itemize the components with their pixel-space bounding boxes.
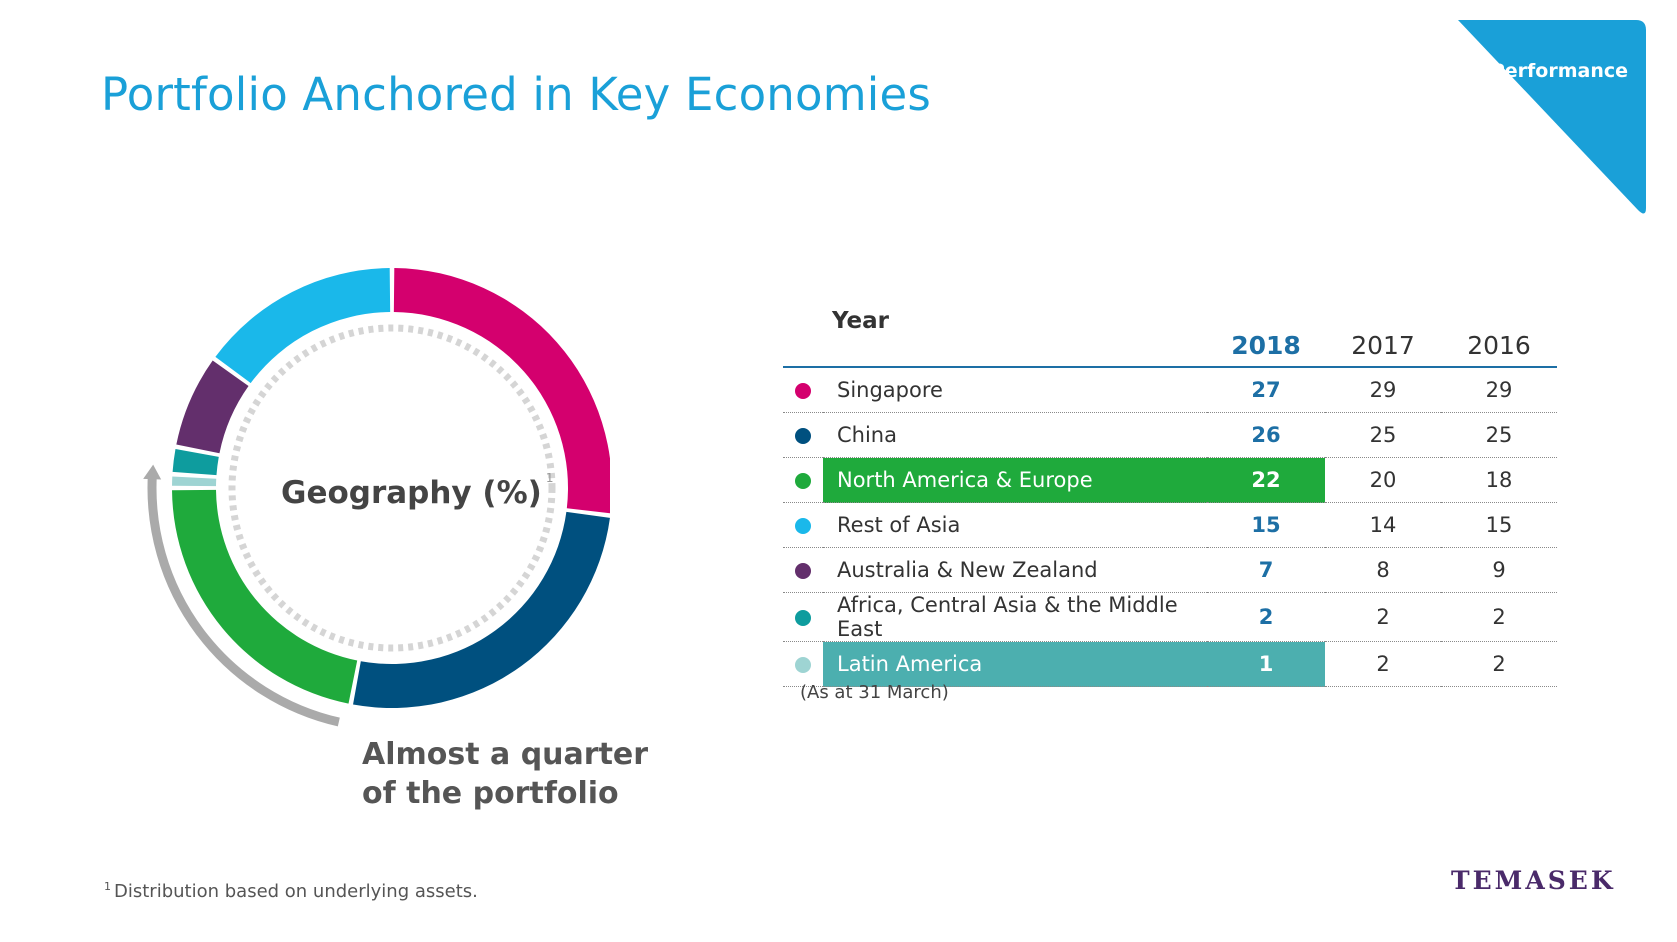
donut-slice-latin-america [172, 476, 217, 487]
footnote-ref: 1 [545, 471, 554, 485]
table-row: China 26 25 25 [783, 412, 1557, 458]
col-2016: 2016 [1441, 300, 1557, 368]
legend-dot-cell [783, 592, 823, 642]
table-row: Australia & New Zealand 7 8 9 [783, 547, 1557, 593]
value-2017: 2 [1325, 641, 1441, 687]
value-2018: 27 [1207, 367, 1325, 413]
region-name: Africa, Central Asia & the Middle East [823, 592, 1207, 642]
value-2018: 1 [1207, 641, 1325, 687]
as-at-note: (As at 31 March) [800, 682, 949, 703]
legend-dot-cell [783, 547, 823, 593]
highlight-bracket-arc [147, 472, 340, 727]
donut-center-label: Geography (%) 1 [281, 471, 553, 511]
region-name: North America & Europe [823, 457, 1207, 503]
legend-dot-cell [783, 502, 823, 548]
value-2016: 15 [1441, 502, 1557, 548]
callout-line-1: Almost a quarter [362, 737, 649, 772]
donut-slice-singapore [393, 268, 610, 514]
legend-dot [795, 610, 811, 626]
callout-line-2: of the portfolio [362, 776, 619, 811]
footnote-text: Distribution based on underlying assets. [114, 881, 478, 902]
page-title: Portfolio Anchored in Key Economies [101, 68, 932, 121]
legend-dot-cell [783, 367, 823, 413]
value-2017: 20 [1325, 457, 1441, 503]
legend-dot-cell [783, 641, 823, 687]
value-2017: 8 [1325, 547, 1441, 593]
section-badge: Performance [1458, 20, 1658, 225]
geography-donut-chart [143, 268, 610, 727]
legend-dot [795, 563, 811, 579]
footnote: 1 Distribution based on underlying assets… [104, 880, 478, 902]
col-2017: 2017 [1325, 300, 1441, 368]
value-2016: 18 [1441, 457, 1557, 503]
region-name: Singapore [823, 367, 1207, 413]
region-name: Australia & New Zealand [823, 547, 1207, 593]
legend-dot [795, 518, 811, 534]
legend-dot-cell [783, 457, 823, 503]
value-2018: 26 [1207, 412, 1325, 458]
legend-dot [795, 657, 811, 673]
donut-slice-africa-central-asia-the-middle-east [172, 449, 219, 476]
donut-slice-australia-new-zealand [176, 360, 249, 454]
table-row: Latin America 1 2 2 [783, 641, 1557, 687]
value-2018: 22 [1207, 457, 1325, 503]
donut-slice-china [353, 511, 610, 708]
value-2016: 29 [1441, 367, 1557, 413]
table-row: Rest of Asia 15 14 15 [783, 502, 1557, 548]
legend-dot [795, 428, 811, 444]
footnote-mark: 1 [104, 880, 111, 893]
legend-dot [795, 473, 811, 489]
value-2016: 25 [1441, 412, 1557, 458]
geography-table: Year 2018 2017 2016 Singapore 27 29 29 China… [783, 300, 1557, 687]
year-header: Year [783, 300, 1207, 368]
region-name: China [823, 412, 1207, 458]
donut-slice-north-america-europe [172, 489, 358, 704]
donut-slice-rest-of-asia [215, 268, 391, 384]
value-2017: 25 [1325, 412, 1441, 458]
badge-triangle [1458, 20, 1646, 214]
value-2017: 29 [1325, 367, 1441, 413]
legend-dot [795, 383, 811, 399]
table-row: Singapore 27 29 29 [783, 367, 1557, 413]
value-2016: 2 [1441, 592, 1557, 642]
table-header-row: Year 2018 2017 2016 [783, 300, 1557, 368]
value-2018: 15 [1207, 502, 1325, 548]
region-name: Latin America [823, 641, 1207, 687]
badge-label: Performance [1490, 60, 1628, 82]
table-row: Africa, Central Asia & the Middle East 2 2… [783, 592, 1557, 642]
value-2017: 14 [1325, 502, 1441, 548]
highlight-bracket-arrowhead [143, 464, 162, 480]
legend-dot-cell [783, 412, 823, 458]
temasek-logo: TEMASEK [1451, 866, 1616, 895]
highlight-callout: Almost a quarter of the portfolio [362, 735, 648, 813]
value-2018: 7 [1207, 547, 1325, 593]
donut-center-text: Geography (%) [281, 475, 542, 511]
value-2017: 2 [1325, 592, 1441, 642]
value-2016: 2 [1441, 641, 1557, 687]
col-2018: 2018 [1207, 300, 1325, 368]
region-name: Rest of Asia [823, 502, 1207, 548]
inner-dotted-ring [228, 324, 556, 652]
table-row: North America & Europe 22 20 18 [783, 457, 1557, 503]
value-2016: 9 [1441, 547, 1557, 593]
value-2018: 2 [1207, 592, 1325, 642]
